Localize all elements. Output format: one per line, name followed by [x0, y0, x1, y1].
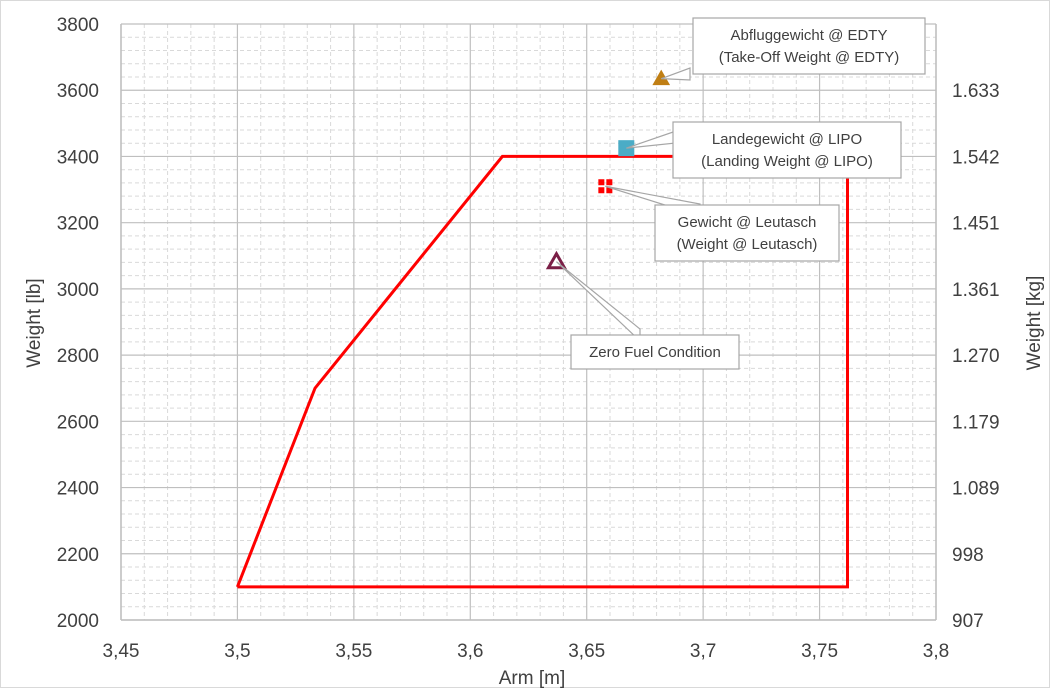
callout-box: [654, 204, 840, 262]
y2-tick-label: 1.451: [952, 214, 1000, 235]
x-tick-label: 3,65: [568, 641, 605, 662]
y2-axis-title: Weight [kg]: [1024, 276, 1045, 371]
leutasch-marker-part: [606, 179, 613, 186]
axis-layer: 2000 2200 2400 2600 2800 3000 3200 3400 3600 3800…: [57, 15, 1000, 662]
callout-label: Abfluggewicht @ EDTY: [731, 27, 888, 44]
callout-label: Zero Fuel Condition: [589, 344, 721, 361]
y-tick-label: 2800: [57, 346, 99, 367]
y-tick-label: 2600: [57, 412, 99, 433]
y-axis-title: Weight [lb]: [24, 278, 45, 367]
x-tick-label: 3,75: [801, 641, 838, 662]
x-tick-label: 3,7: [690, 641, 716, 662]
callout-box: [672, 121, 902, 179]
y2-tick-label: 1.633: [952, 81, 1000, 102]
x-tick-label: 3,45: [103, 641, 140, 662]
y-tick-label: 2400: [57, 479, 99, 500]
x-tick-label: 3,5: [224, 641, 250, 662]
leutasch-marker: [598, 179, 613, 194]
y2-tick-label: 1.542: [952, 147, 1000, 168]
leutasch-marker-part: [606, 187, 613, 194]
callout-layer: Abfluggewicht @ EDTY (Take-Off Weight @ E…: [556, 17, 926, 370]
callout-leader: [661, 67, 691, 81]
y-tick-label: 3200: [57, 214, 99, 235]
x-axis-title: Arm [m]: [499, 668, 566, 688]
y2-tick-label: 1.089: [952, 479, 1000, 500]
grid-layer: [120, 23, 937, 621]
callout-box: [692, 17, 926, 75]
callout-label: (Take-Off Weight @ EDTY): [719, 49, 900, 66]
y2-tick-label: 998: [952, 545, 984, 566]
leutasch-marker-part: [598, 187, 605, 194]
y-tick-label: 3800: [57, 15, 99, 36]
y2-tick-label: 1.179: [952, 412, 1000, 433]
y-tick-label: 3400: [57, 147, 99, 168]
callout-label: (Landing Weight @ LIPO): [701, 153, 873, 170]
y2-tick-label: 907: [952, 611, 984, 632]
y2-tick-label: 1.270: [952, 346, 1000, 367]
callout-label: Landegewicht @ LIPO: [712, 131, 862, 148]
callout-label: (Weight @ Leutasch): [677, 236, 818, 253]
y-tick-label: 3000: [57, 280, 99, 301]
x-tick-label: 3,8: [923, 641, 949, 662]
y-tick-label: 3600: [57, 81, 99, 102]
leutasch-marker-part: [598, 179, 605, 186]
y2-tick-label: 1.361: [952, 280, 1000, 301]
x-tick-label: 3,55: [335, 641, 372, 662]
callout-label: Gewicht @ Leutasch: [678, 214, 817, 231]
y-tick-label: 2000: [57, 611, 99, 632]
x-tick-label: 3,6: [457, 641, 483, 662]
y-tick-label: 2200: [57, 545, 99, 566]
callout-box: [570, 334, 740, 370]
